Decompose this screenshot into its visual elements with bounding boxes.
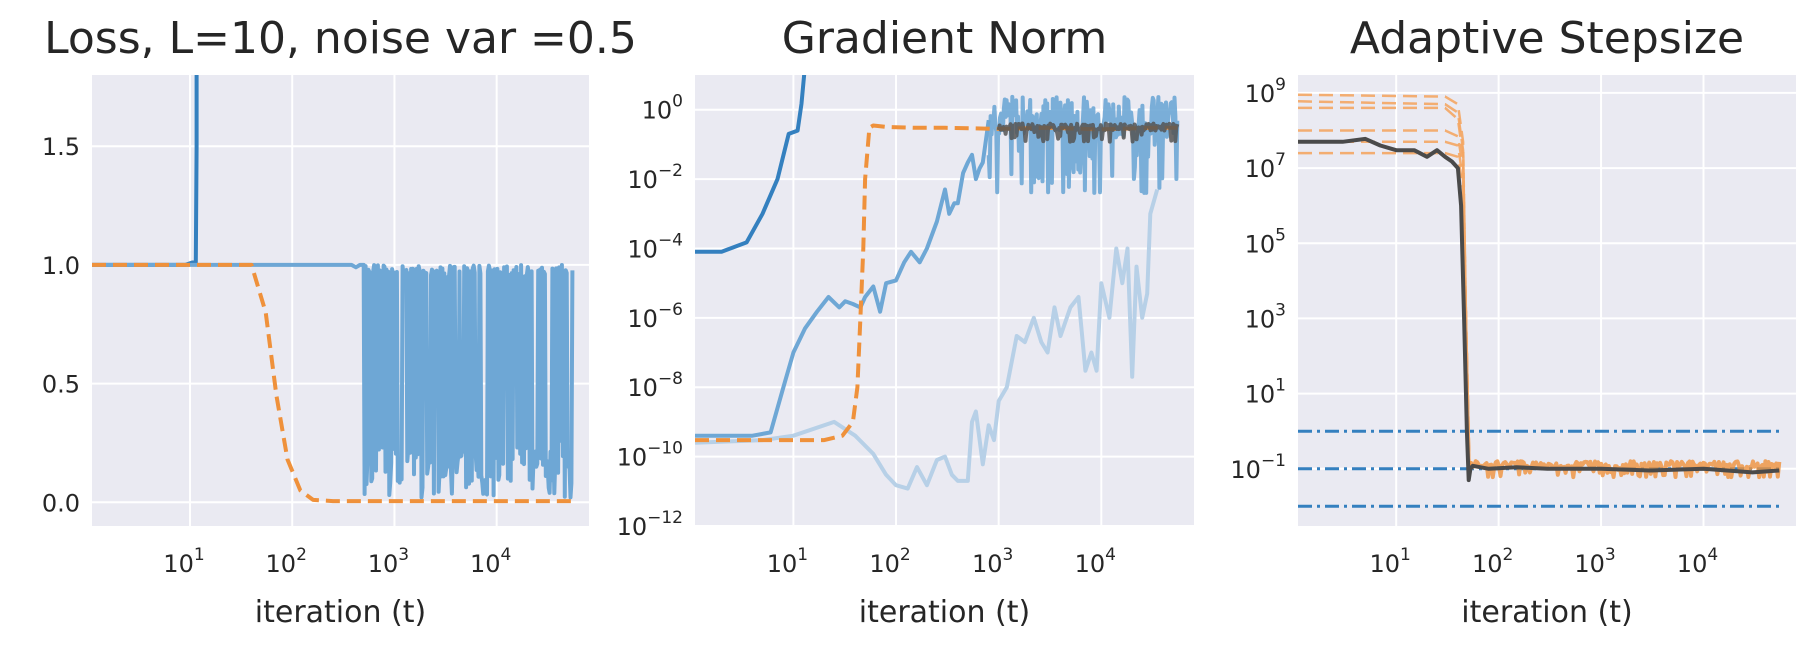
x-axis-label: iteration (t) [859,595,1030,630]
y-tick-label: 10−6 [627,300,683,333]
plot-area [1298,75,1796,526]
y-tick-label: 1.0 [42,252,80,280]
x-tick-label: 104 [1075,545,1116,578]
y-tick-label: 0.5 [42,371,80,399]
x-tick-label: 104 [470,545,511,578]
loss-panel: Loss, L=10, noise var =0.5 101 102 103 104 0.… [42,13,637,630]
x-tick-label: 103 [1574,545,1615,578]
y-tick-label: 100 [642,92,683,125]
x-tick-label: 101 [1370,545,1411,578]
x-axis-label: iteration (t) [255,595,426,630]
chart-title: Loss, L=10, noise var =0.5 [44,13,637,64]
chart-title: Adaptive Stepsize [1350,13,1744,64]
y-tick-label: 10−10 [617,439,683,472]
y-tick-label: 105 [1245,225,1286,258]
y-tick-label: 10−2 [627,161,683,194]
x-tick-label: 101 [767,545,808,578]
adaptive-stepsize-panel: Adaptive Stepsize 101 102 103 104 109 107 105 10… [1230,13,1796,630]
x-tick-label: 101 [163,545,204,578]
y-tick-label: 10−4 [627,230,683,263]
series-line-1 [695,188,1160,491]
x-tick-label: 102 [1472,545,1513,578]
y-tick-label: 101 [1245,376,1286,409]
series-line-2 [92,262,573,504]
series-line-4 [695,123,1178,443]
series-line-10 [1298,136,1780,483]
series-line-5 [996,121,1180,144]
y-tick-label: 109 [1245,75,1286,108]
x-tick-label: 102 [266,545,307,578]
x-tick-label: 103 [368,545,409,578]
series-line-3 [986,94,1180,195]
series-line-2 [695,119,991,438]
series-line-9 [1467,459,1782,480]
x-axis-label: iteration (t) [1461,595,1632,630]
y-tick-label: 103 [1245,300,1286,333]
x-tick-label: 102 [869,545,910,578]
y-tick-label: 1.5 [42,133,80,161]
series-line-1 [92,262,575,500]
chart-title: Gradient Norm [782,13,1108,64]
series-line-0 [695,75,807,254]
gradient-norm-panel: Gradient Norm 101 102 103 104 100 10−2 10−4 10−6… [617,13,1194,630]
x-tick-label: 104 [1677,545,1718,578]
y-tick-label: 0.0 [42,489,80,517]
x-tick-label: 103 [972,545,1013,578]
y-tick-label: 10−12 [617,508,683,541]
y-tick-label: 10−1 [1230,451,1286,484]
y-tick-label: 107 [1245,150,1286,183]
y-tick-label: 10−8 [627,369,683,402]
